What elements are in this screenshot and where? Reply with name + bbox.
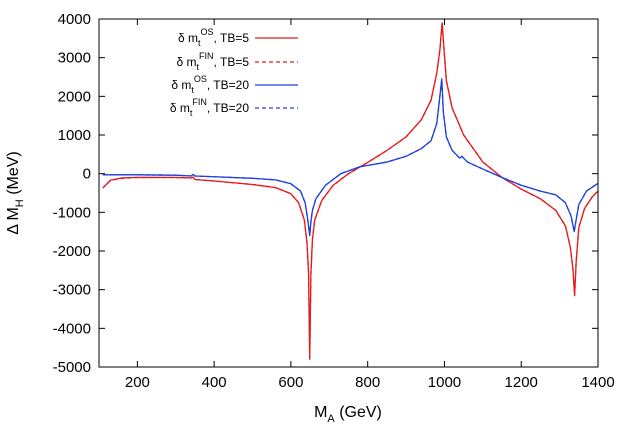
legend-label-3: δ mtOS, TB=20 xyxy=(171,74,249,95)
y-tick-label: -2000 xyxy=(53,243,91,260)
ticks-layer: 200 400 600 800 1000 1200 1400 -5000 -4000 -3000 -… xyxy=(53,11,615,391)
series-line-3 xyxy=(102,78,598,237)
legend-label-4: δ mtFIN, TB=20 xyxy=(170,97,249,118)
legend-label-2: δ mtFIN, TB=5 xyxy=(177,51,250,72)
y-tick-label: 1000 xyxy=(58,127,91,144)
legend-label-1: δ mtOS, TB=5 xyxy=(178,27,249,48)
series-layer xyxy=(102,22,598,360)
y-tick-label: 0 xyxy=(83,166,91,183)
y-tick-label: 2000 xyxy=(58,88,91,105)
x-tick-label: 1000 xyxy=(428,374,461,391)
plot-frame xyxy=(98,18,599,368)
y-axis-title: Δ MH (MeV) xyxy=(5,151,26,235)
y-tick-label: -1000 xyxy=(53,204,91,221)
x-tick-label: 800 xyxy=(355,374,380,391)
series-line-2 xyxy=(102,22,598,360)
x-tick-label: 1200 xyxy=(505,374,538,391)
x-tick-label: 600 xyxy=(278,374,303,391)
x-tick-label: 400 xyxy=(202,374,227,391)
y-tick-label: -5000 xyxy=(53,359,91,376)
y-tick-label: -3000 xyxy=(53,282,91,299)
x-tick-label: 1400 xyxy=(581,374,614,391)
x-tick-label: 200 xyxy=(125,374,150,391)
legend: δ mtOS, TB=5 δ mtFIN, TB=5δ mtOS, TB=20δ … xyxy=(170,27,298,118)
y-tick-label: 3000 xyxy=(58,50,91,67)
y-tick-label: 4000 xyxy=(58,11,91,28)
y-tick-label: -4000 xyxy=(53,320,91,337)
x-axis-title: MA (GeV) xyxy=(314,404,382,425)
